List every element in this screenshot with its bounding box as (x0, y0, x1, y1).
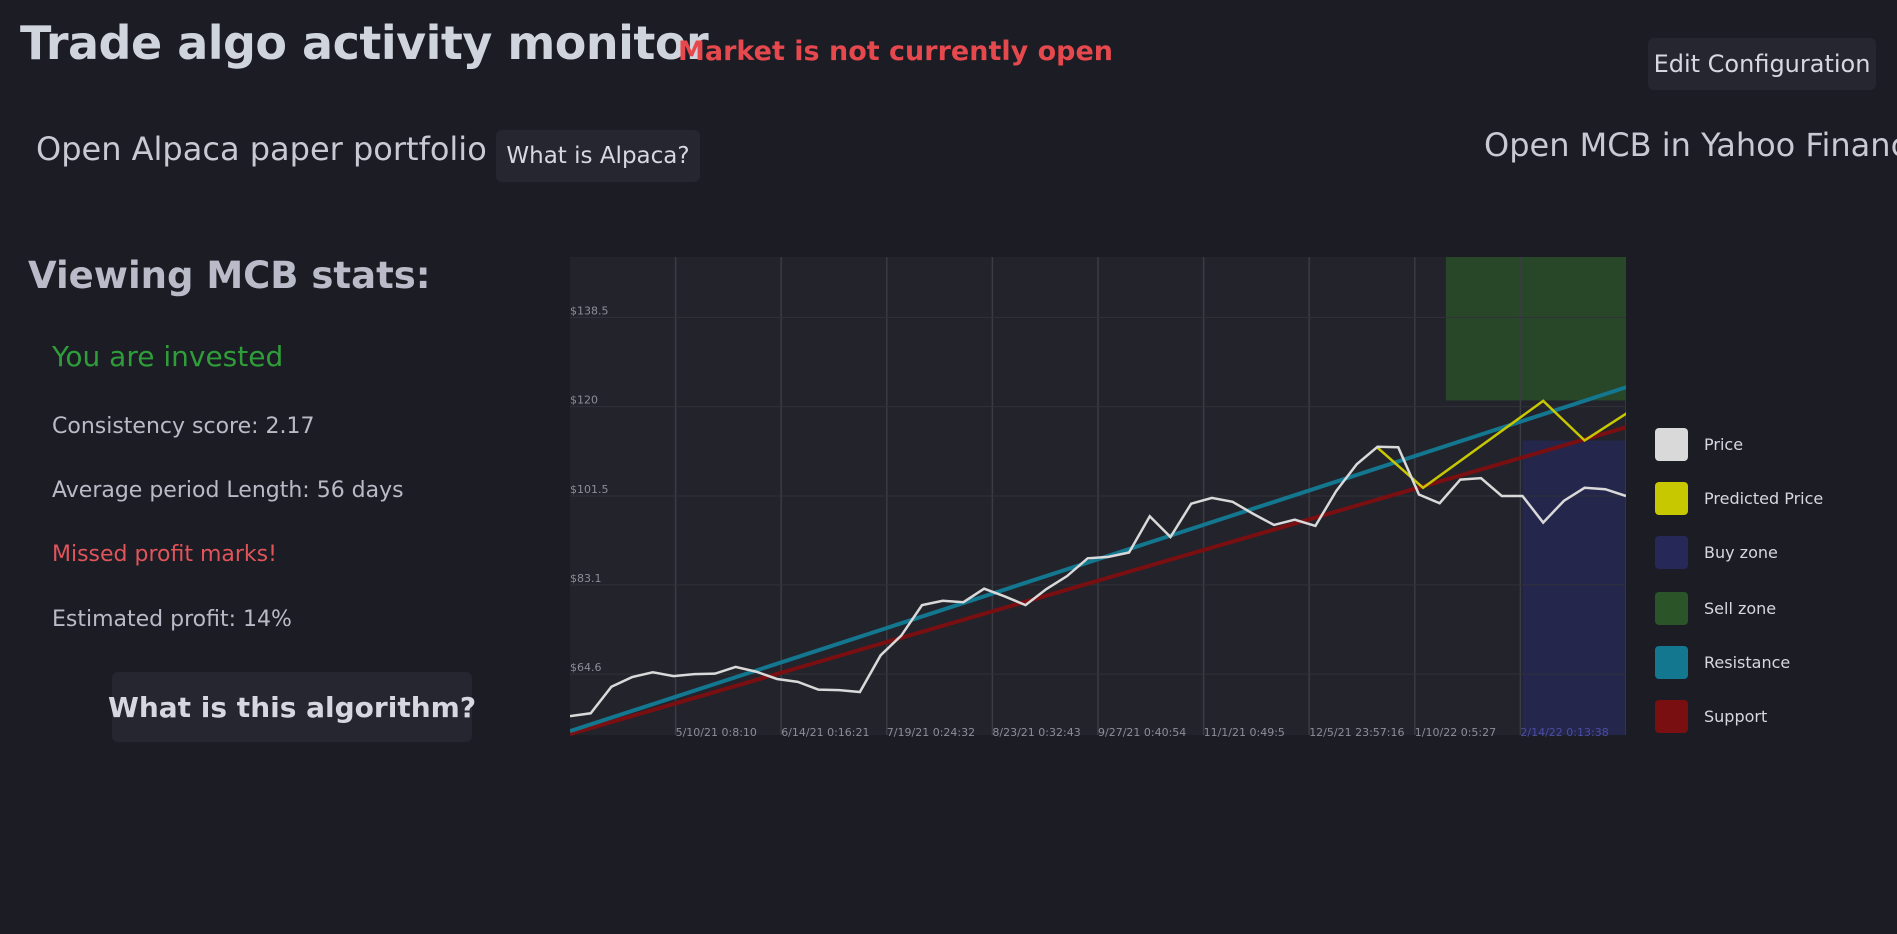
stats-title: Viewing MCB stats: (28, 254, 431, 297)
edit-configuration-button[interactable]: Edit Configuration (1648, 38, 1876, 90)
y-tick-label: $83.1 (570, 572, 602, 585)
legend-item-sell-zone: Sell zone (1655, 592, 1776, 625)
x-tick-label: 11/1/21 0:49:5 (1204, 726, 1285, 739)
y-tick-label: $120 (570, 394, 598, 407)
legend-item-buy-zone: Buy zone (1655, 536, 1778, 569)
y-tick-label: $64.6 (570, 661, 602, 674)
y-tick-label: $138.5 (570, 304, 609, 317)
estimated-profit: Estimated profit: 14% (52, 607, 292, 632)
legend-label: Support (1704, 707, 1768, 726)
support-line (570, 425, 1626, 736)
legend-label: Price (1704, 435, 1744, 454)
average-period-length: Average period Length: 56 days (52, 478, 404, 503)
x-tick-label: 12/5/21 23:57:16 (1309, 726, 1404, 739)
price-chart: $138.5 $120 $101.5 $83.1 $64.6 5/10/21 0:8:10… (570, 257, 1626, 739)
invested-status: You are invested (52, 340, 284, 373)
price-line (570, 445, 1626, 718)
x-tick-label: 5/10/21 0:8:10 (676, 726, 757, 739)
buy-zone-area (1522, 440, 1626, 735)
legend-item-resistance: Resistance (1655, 646, 1790, 679)
page-title: Trade algo activity monitor (20, 16, 709, 70)
legend-label: Predicted Price (1704, 489, 1824, 508)
what-is-alpaca-button[interactable]: What is Alpaca? (496, 130, 700, 182)
y-tick-label: $101.5 (570, 483, 609, 496)
legend-swatch (1655, 482, 1688, 515)
legend-label: Sell zone (1704, 599, 1777, 618)
x-tick-label: 8/23/21 0:32:43 (992, 726, 1080, 739)
legend-item-support: Support (1655, 700, 1767, 733)
market-status: Market is not currently open (678, 36, 1114, 67)
open-yahoo-finance-link[interactable]: Open MCB in Yahoo Finance (1484, 126, 1897, 164)
missed-profit-warning: Missed profit marks! (52, 542, 277, 567)
consistency-score: Consistency score: 2.17 (52, 414, 315, 439)
x-tick-label: 1/10/22 0:5:27 (1415, 726, 1496, 739)
what-is-algorithm-button[interactable]: What is this algorithm? (108, 672, 476, 742)
x-tick-label: 7/19/21 0:24:32 (887, 726, 975, 739)
legend-item-price: Price (1655, 428, 1743, 461)
legend-swatch (1655, 700, 1688, 733)
legend-swatch (1655, 646, 1688, 679)
legend-label: Resistance (1704, 653, 1791, 672)
sell-zone-area (1445, 257, 1626, 401)
x-tick-label: 2/14/22 0:13:38 (1520, 726, 1608, 739)
predicted-price-line (1376, 399, 1626, 490)
x-tick-label: 6/14/21 0:16:21 (781, 726, 869, 739)
legend-swatch (1655, 592, 1688, 625)
legend-item-predicted-price: Predicted Price (1655, 482, 1823, 515)
legend-label: Buy zone (1704, 543, 1778, 562)
resistance-line (570, 385, 1626, 734)
legend-swatch (1655, 536, 1688, 569)
x-tick-label: 9/27/21 0:40:54 (1098, 726, 1186, 739)
legend-swatch (1655, 428, 1688, 461)
open-alpaca-portfolio-link[interactable]: Open Alpaca paper portfolio (36, 130, 487, 168)
